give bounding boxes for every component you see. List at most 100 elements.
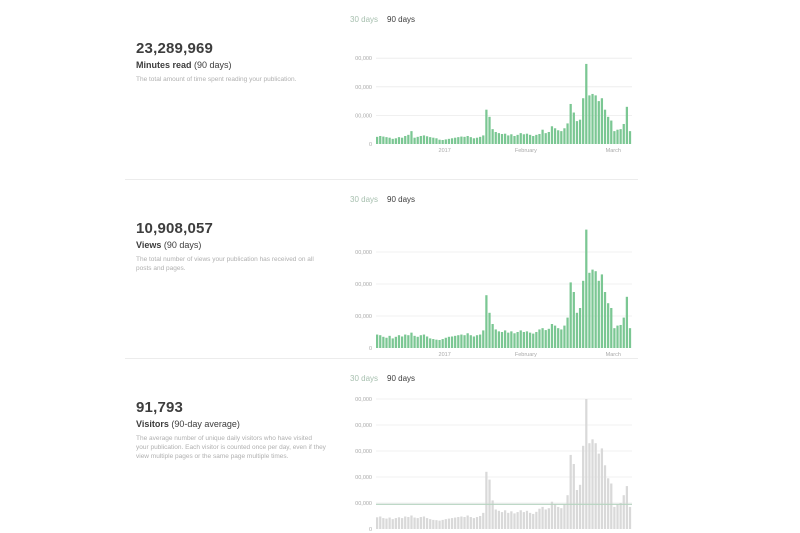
bar [479,136,482,144]
tab-30-days[interactable]: 30 days [350,374,379,383]
bar [569,454,572,529]
x-tick-label: 2017 [439,352,451,358]
bar [557,506,560,529]
bar [613,131,616,144]
tab-90-days[interactable]: 90 days [387,15,416,24]
bar [388,335,391,348]
bar [504,330,507,348]
bar [460,136,463,144]
visitors-number: 91,793 [136,399,184,416]
bar [460,334,463,348]
bar [532,513,535,529]
visitors-label-bold: Visitors [136,419,169,429]
bar [500,133,504,144]
x-tick-label: March [606,148,621,154]
bar [603,465,607,529]
bar [435,138,438,144]
bar [382,336,385,348]
bar [379,335,382,348]
bar [622,123,625,144]
bar [507,135,510,144]
bar [376,136,379,144]
bar [438,340,441,348]
y-tick-label: 00,000 [355,397,372,403]
views-number: 10,908,057 [136,220,214,237]
bar [519,330,522,348]
bar [382,136,385,144]
minutes-read-number: 23,289,969 [136,40,214,57]
tab-30-days[interactable]: 30 days [350,15,379,24]
bar [485,109,488,144]
y-tick-label: 0 [369,346,372,352]
bar [432,339,435,348]
bar [497,133,501,144]
bar [582,98,585,144]
bar [544,509,547,529]
bar [547,131,550,144]
visitors-section: 91,793 Visitors (90-day average) The ave… [0,359,800,533]
bar [482,330,485,348]
bar [510,331,513,348]
bar [379,516,382,529]
bar [578,308,582,348]
bar [625,486,629,529]
y-tick-label: 00,000 [355,449,372,455]
bar [550,501,554,529]
bar [444,337,447,348]
views-label-rest: (90 days) [161,240,202,250]
bar [557,328,560,348]
bar [563,128,566,144]
bar [400,137,404,144]
x-tick-label: February [515,148,537,154]
bar [569,103,572,144]
minutes-read-range-tabs: 30 days 90 days [350,15,424,24]
y-tick-label: 00,000 [355,113,372,119]
minutes-read-stat: 23,289,969 Minutes read (90 days) The to… [136,40,336,84]
bar [569,282,572,348]
bar [469,137,472,144]
bar [413,137,416,144]
bar [616,504,619,529]
bar [547,328,550,348]
bar [575,121,579,144]
bar [550,126,554,144]
tab-90-days[interactable]: 90 days [387,195,416,204]
bar [404,334,407,348]
bar [482,135,485,144]
bar [419,335,422,348]
bar [475,335,479,348]
bar [494,131,497,144]
bar [519,133,522,144]
y-tick-label: 00,000 [355,250,372,256]
bar [516,134,519,144]
bar [510,134,513,144]
bar [407,335,410,348]
bar [379,135,382,144]
bar [429,519,432,529]
bar [566,123,569,144]
bar [391,519,394,529]
bar [535,332,538,348]
bar [535,511,538,529]
bar [435,339,438,348]
bar [475,137,479,144]
bar [597,101,600,144]
bar [603,109,607,144]
tab-90-days[interactable]: 90 days [387,374,416,383]
bar [560,131,563,144]
bar [538,508,541,529]
bar [588,95,591,144]
bar [563,504,566,529]
bar [585,229,588,348]
bar [475,517,479,529]
tab-30-days[interactable]: 30 days [350,195,379,204]
bar [622,317,625,348]
bar [619,324,622,348]
bar [522,512,525,529]
bar [416,336,419,348]
bar [419,135,422,144]
bar [550,324,554,348]
y-tick-label: 00,000 [355,423,372,429]
bar [597,280,600,348]
bar [591,439,594,529]
